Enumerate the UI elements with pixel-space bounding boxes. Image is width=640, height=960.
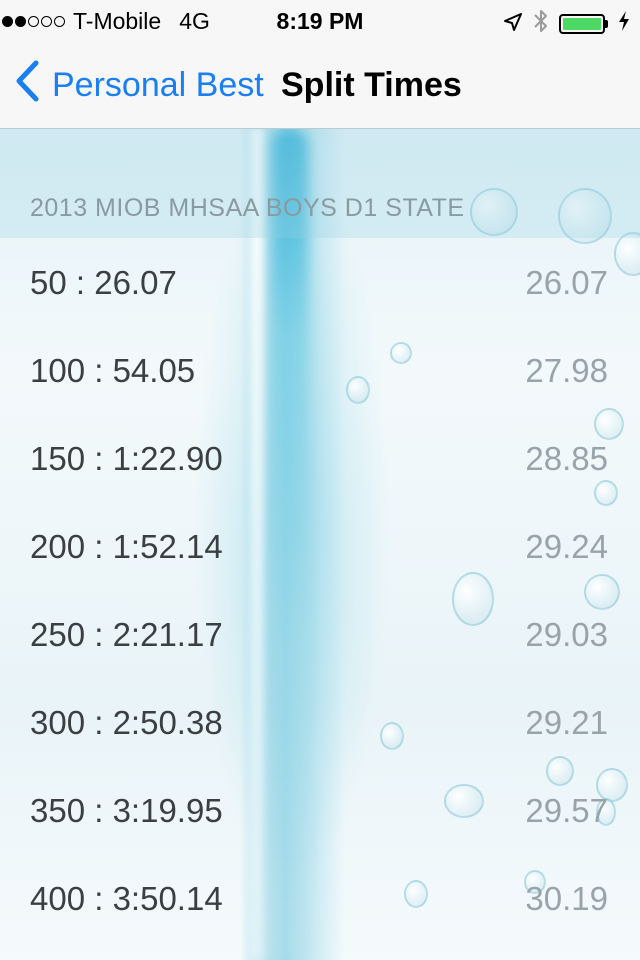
- chevron-left-icon: [14, 60, 40, 111]
- split-times-list: 50 : 26.07 26.07 100 : 54.05 27.98 150 :…: [0, 238, 640, 942]
- split-time: 29.24: [525, 528, 608, 565]
- bubble-decoration: [346, 376, 370, 404]
- status-left: T-Mobile 4G: [2, 8, 210, 35]
- split-row[interactable]: 350 : 3:19.95 29.57: [0, 766, 640, 854]
- cumulative-time: 200 : 1:52.14: [30, 528, 223, 565]
- split-time: 29.21: [525, 704, 608, 741]
- split-time: 30.19: [525, 880, 608, 917]
- split-row[interactable]: 300 : 2:50.38 29.21: [0, 678, 640, 766]
- cumulative-time: 50 : 26.07: [30, 264, 177, 301]
- bubble-decoration: [524, 870, 546, 894]
- split-time: 27.98: [525, 352, 608, 389]
- cumulative-time: 100 : 54.05: [30, 352, 196, 389]
- battery-tip: [605, 20, 608, 28]
- signal-strength-icon: [2, 16, 65, 27]
- bubble-decoration: [594, 480, 618, 506]
- split-row[interactable]: 200 : 1:52.14 29.24: [0, 502, 640, 590]
- bubble-decoration: [558, 188, 612, 244]
- bubble-decoration: [596, 798, 616, 826]
- split-row[interactable]: 400 : 3:50.14 30.19: [0, 854, 640, 942]
- meet-name: 2013 MIOB MHSAA BOYS D1 STATE: [30, 194, 465, 222]
- split-row[interactable]: 250 : 2:21.17 29.03: [0, 590, 640, 678]
- bubble-decoration: [452, 572, 494, 626]
- bubble-decoration: [380, 722, 404, 750]
- bubble-decoration: [470, 188, 518, 236]
- signal-dot: [54, 16, 65, 27]
- battery-body: [559, 14, 605, 34]
- navigation-bar: Personal Best Split Times: [0, 40, 640, 129]
- bubble-decoration: [390, 342, 412, 364]
- split-row[interactable]: 100 : 54.05 27.98: [0, 326, 640, 414]
- bubble-decoration: [546, 756, 574, 786]
- cumulative-time: 400 : 3:50.14: [30, 880, 223, 917]
- signal-dot: [28, 16, 39, 27]
- page-title: Split Times: [281, 66, 462, 104]
- battery-fill: [563, 18, 601, 30]
- cumulative-time: 350 : 3:19.95: [30, 792, 223, 829]
- charging-bolt-icon: [618, 10, 630, 38]
- signal-dot: [15, 16, 26, 27]
- cumulative-time: 300 : 2:50.38: [30, 704, 223, 741]
- bubble-decoration: [404, 880, 428, 908]
- location-arrow-icon: [503, 11, 523, 38]
- cumulative-time: 150 : 1:22.90: [30, 440, 223, 477]
- bubble-decoration: [444, 784, 484, 818]
- bubble-decoration: [614, 232, 640, 276]
- split-time: 29.03: [525, 616, 608, 653]
- split-row[interactable]: 50 : 26.07 26.07: [0, 238, 640, 326]
- split-time: 28.85: [525, 440, 608, 477]
- water-stream-highlight: [250, 128, 264, 960]
- status-time: 8:19 PM: [276, 8, 364, 34]
- cumulative-time: 250 : 2:21.17: [30, 616, 223, 653]
- signal-dot: [2, 16, 13, 27]
- bubble-decoration: [584, 574, 620, 610]
- network-type: 4G: [179, 8, 210, 34]
- bubble-decoration: [594, 408, 624, 440]
- carrier-name: T-Mobile: [73, 8, 162, 34]
- split-time: 29.57: [525, 792, 608, 829]
- section-header: 2013 MIOB MHSAA BOYS D1 STATE: [0, 128, 640, 238]
- split-time: 26.07: [525, 264, 608, 301]
- back-button-label: Personal Best: [52, 66, 264, 104]
- battery-icon: [559, 14, 608, 34]
- split-row[interactable]: 150 : 1:22.90 28.85: [0, 414, 640, 502]
- signal-dot: [41, 16, 52, 27]
- status-bar: T-Mobile 4G 8:19 PM: [0, 0, 640, 40]
- back-button[interactable]: Personal Best: [14, 60, 264, 111]
- water-stream: [272, 128, 308, 960]
- bluetooth-icon: [533, 8, 549, 40]
- status-right: [503, 8, 630, 40]
